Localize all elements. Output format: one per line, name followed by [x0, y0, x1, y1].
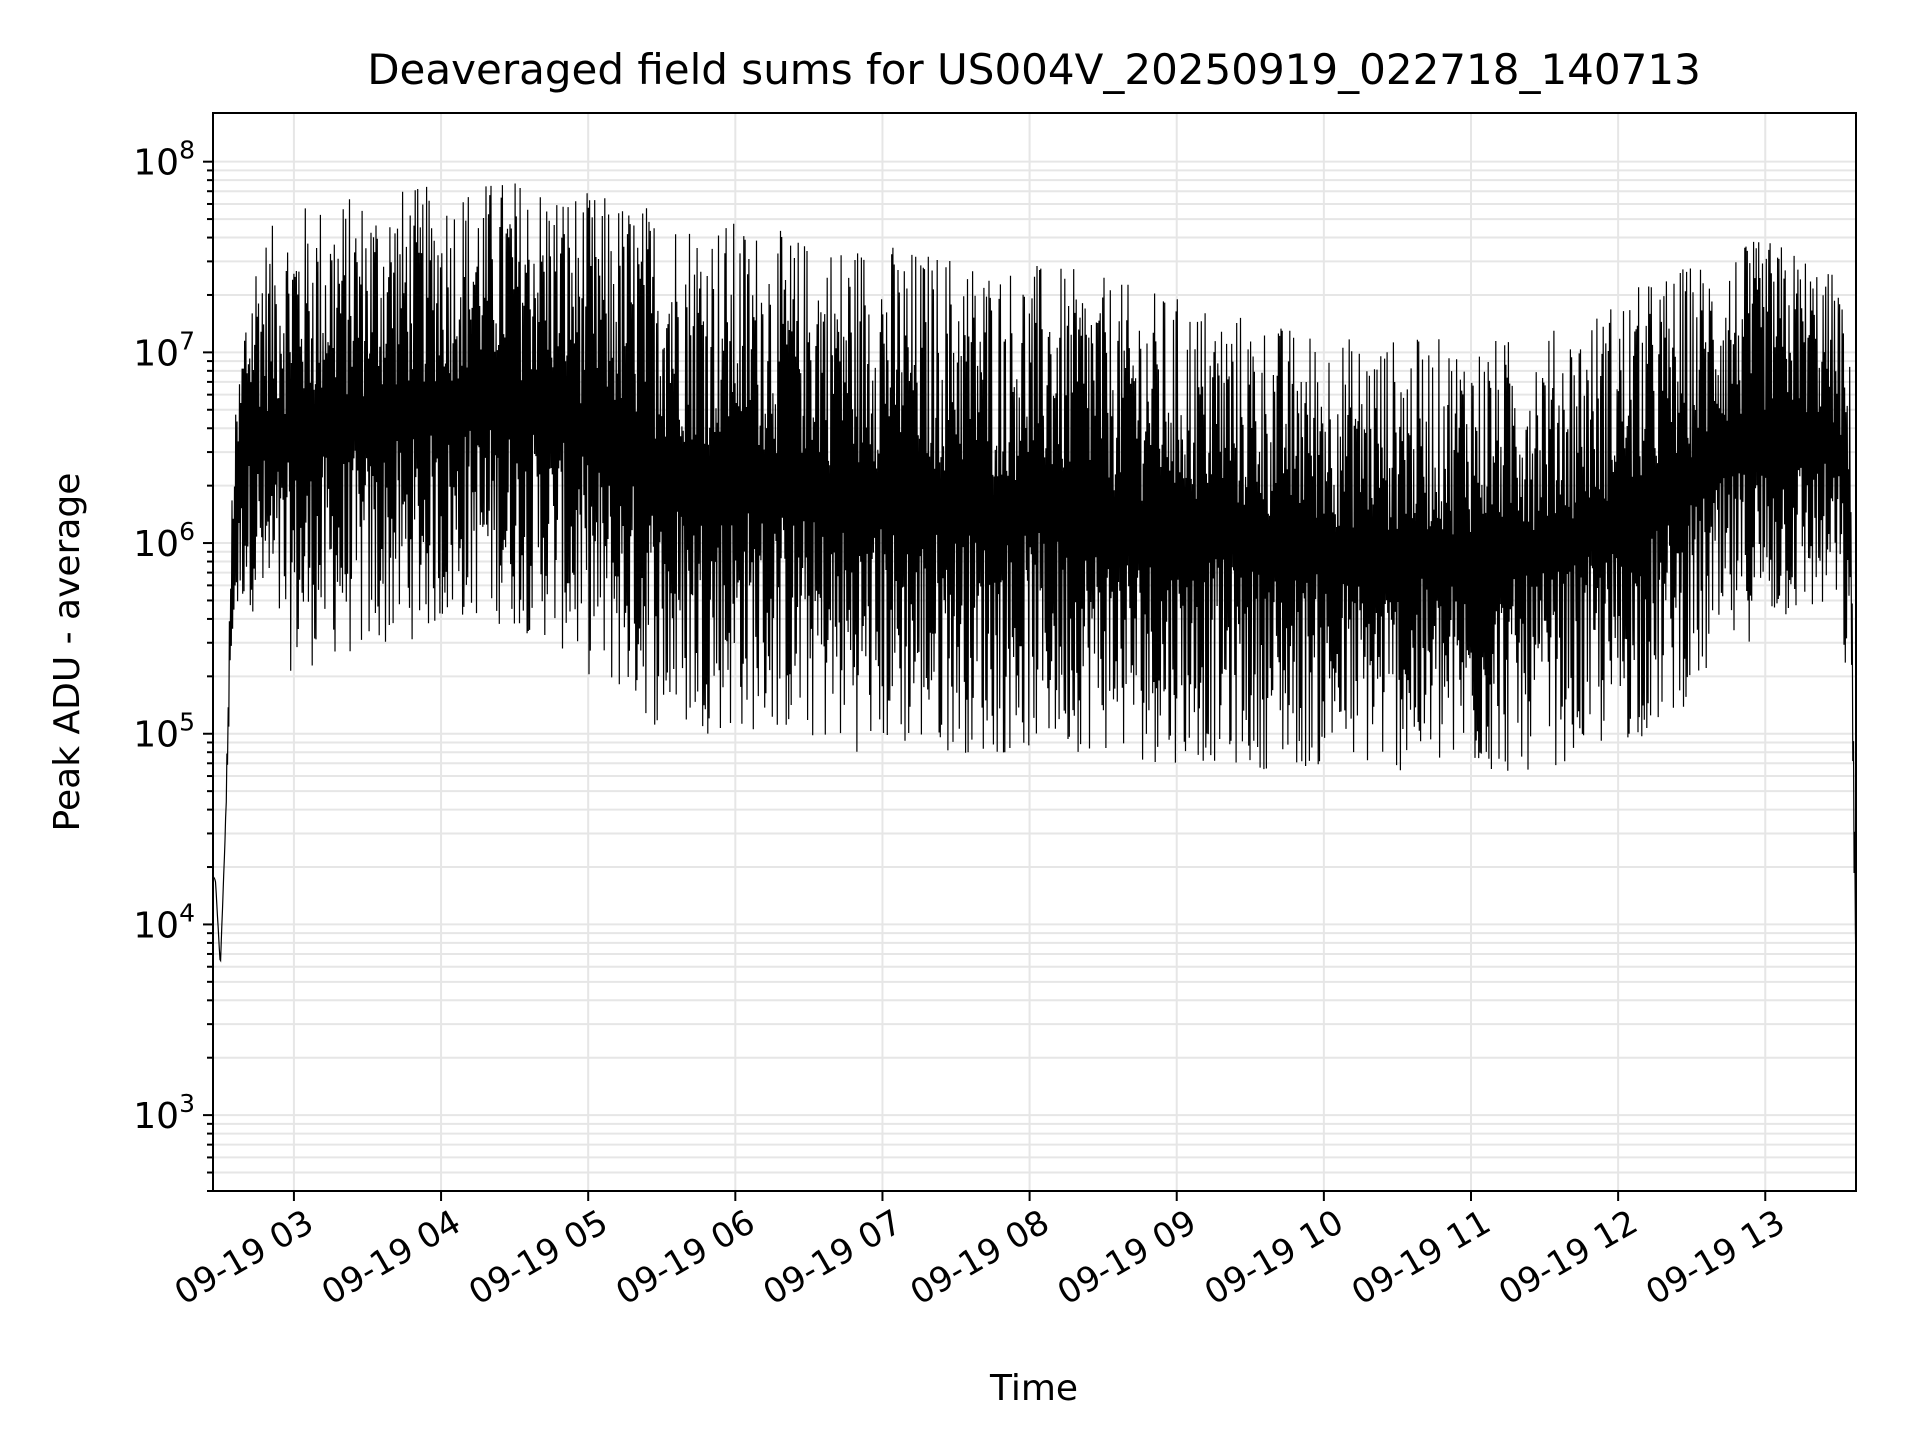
y-tick-label: 105	[133, 708, 195, 756]
y-tick-exponent: 4	[179, 898, 195, 927]
plot-frame	[212, 112, 1857, 1192]
y-tick-exponent: 5	[179, 708, 195, 737]
y-tick-base: 10	[133, 1096, 179, 1137]
y-tick-exponent: 6	[179, 517, 195, 546]
y-axis-label: Peak ADU - average	[47, 473, 88, 832]
series-line	[212, 183, 1857, 974]
y-tick-label: 106	[133, 517, 195, 565]
y-tick-exponent: 8	[179, 136, 195, 165]
y-tick-base: 10	[133, 143, 179, 184]
series-layer	[212, 183, 1857, 974]
y-tick-label: 107	[133, 326, 195, 374]
y-tick-label: 108	[133, 136, 195, 184]
y-tick-base: 10	[133, 524, 179, 565]
y-tick-label: 103	[133, 1089, 195, 1137]
y-tick-base: 10	[133, 905, 179, 946]
y-tick-label: 104	[133, 898, 195, 946]
chart-title: Deaveraged field sums for US004V_2025091…	[367, 45, 1701, 94]
y-tick-base: 10	[133, 333, 179, 374]
x-axis-label: Time	[989, 1368, 1078, 1409]
y-tick-exponent: 3	[179, 1089, 195, 1118]
y-tick-exponent: 7	[179, 326, 195, 355]
y-tick-base: 10	[133, 715, 179, 756]
